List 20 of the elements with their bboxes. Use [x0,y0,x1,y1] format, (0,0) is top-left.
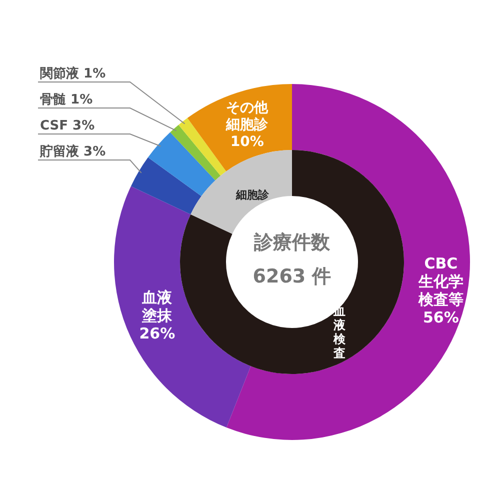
slice-label: CBC生化学検査等 [417,254,464,309]
donut-slice [190,150,292,234]
donut-slice [180,150,404,374]
data-label: 26% [139,324,176,343]
donut-slice [148,132,216,196]
donut-slice [226,84,470,440]
data-label: 56% [422,308,459,327]
donut-slice [130,157,202,214]
text: 6263 件 [252,266,332,288]
donut-slice [178,118,226,176]
slice-label: 血液塗抹 [141,288,174,325]
donut-slice [170,124,221,180]
slice-label: 関節液 1% [40,66,106,82]
slice-label: 骨髄 1% [40,92,93,108]
slice-label: CSF 3% [40,118,95,134]
text: 診療件数 [253,232,331,254]
slice-label: その他細胞診 [225,100,270,133]
slice-label: 細胞診 [234,188,270,202]
slice-label: 貯留液 3% [39,144,106,160]
data-label: 10% [230,134,264,150]
